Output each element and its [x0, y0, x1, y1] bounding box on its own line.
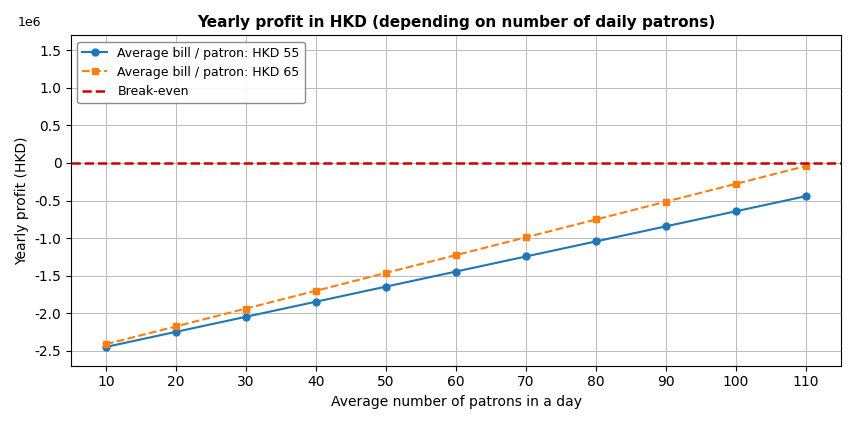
Average bill / patron: HKD 55: (100, -6.42e+05): HKD 55: (100, -6.42e+05) [731, 209, 741, 214]
X-axis label: Average number of patrons in a day: Average number of patrons in a day [330, 395, 581, 409]
Average bill / patron: HKD 55: (110, -4.42e+05): HKD 55: (110, -4.42e+05) [801, 194, 811, 199]
Line: Average bill / patron: HKD 55: Average bill / patron: HKD 55 [103, 192, 810, 350]
Average bill / patron: HKD 65: (50, -1.46e+06): HKD 65: (50, -1.46e+06) [381, 271, 391, 276]
Average bill / patron: HKD 65: (10, -2.41e+06): HKD 65: (10, -2.41e+06) [101, 342, 111, 347]
Title: Yearly profit in HKD (depending on number of daily patrons): Yearly profit in HKD (depending on numbe… [197, 15, 716, 30]
Average bill / patron: HKD 55: (90, -8.43e+05): HKD 55: (90, -8.43e+05) [661, 224, 671, 229]
Average bill / patron: HKD 55: (40, -1.85e+06): HKD 55: (40, -1.85e+06) [311, 299, 321, 304]
Average bill / patron: HKD 55: (50, -1.65e+06): HKD 55: (50, -1.65e+06) [381, 284, 391, 289]
Average bill / patron: HKD 65: (40, -1.7e+06): HKD 65: (40, -1.7e+06) [311, 288, 321, 293]
Break-even [38, 160, 48, 165]
Line: Average bill / patron: HKD 65: Average bill / patron: HKD 65 [103, 162, 810, 348]
Average bill / patron: HKD 65: (70, -9.89e+05): HKD 65: (70, -9.89e+05) [521, 235, 532, 240]
Average bill / patron: HKD 55: (60, -1.45e+06): HKD 55: (60, -1.45e+06) [451, 269, 461, 274]
Average bill / patron: HKD 65: (80, -7.52e+05): HKD 65: (80, -7.52e+05) [591, 217, 601, 222]
Average bill / patron: HKD 55: (30, -2.05e+06): HKD 55: (30, -2.05e+06) [241, 314, 252, 319]
Average bill / patron: HKD 65: (90, -5.15e+05): HKD 65: (90, -5.15e+05) [661, 199, 671, 204]
Average bill / patron: HKD 65: (100, -2.78e+05): HKD 65: (100, -2.78e+05) [731, 181, 741, 187]
Average bill / patron: HKD 65: (20, -2.18e+06): HKD 65: (20, -2.18e+06) [171, 324, 181, 329]
Y-axis label: Yearly profit (HKD): Yearly profit (HKD) [15, 136, 29, 265]
Text: 1e6: 1e6 [17, 16, 41, 29]
Average bill / patron: HKD 65: (30, -1.94e+06): HKD 65: (30, -1.94e+06) [241, 306, 252, 311]
Legend: Average bill / patron: HKD 55, Average bill / patron: HKD 65, Break-even: Average bill / patron: HKD 55, Average b… [77, 42, 305, 103]
Average bill / patron: HKD 55: (20, -2.25e+06): HKD 55: (20, -2.25e+06) [171, 329, 181, 335]
Average bill / patron: HKD 65: (60, -1.23e+06): HKD 65: (60, -1.23e+06) [451, 253, 461, 258]
Average bill / patron: HKD 55: (70, -1.24e+06): HKD 55: (70, -1.24e+06) [521, 254, 532, 259]
Break-even [31, 160, 41, 165]
Average bill / patron: HKD 55: (80, -1.04e+06): HKD 55: (80, -1.04e+06) [591, 239, 601, 244]
Average bill / patron: HKD 65: (110, -4.02e+04): HKD 65: (110, -4.02e+04) [801, 164, 811, 169]
Average bill / patron: HKD 55: (10, -2.45e+06): HKD 55: (10, -2.45e+06) [101, 344, 111, 349]
